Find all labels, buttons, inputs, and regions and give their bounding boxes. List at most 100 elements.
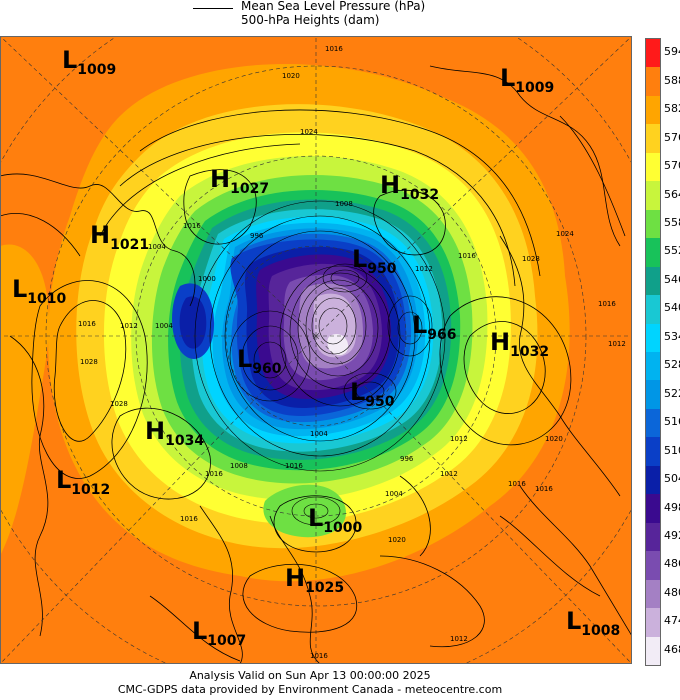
- pressure-center: L1000: [308, 504, 363, 536]
- isobar-label: 1016: [183, 222, 201, 230]
- colorbar-level-label: 528: [664, 358, 680, 372]
- colorbar-cell: [646, 437, 660, 467]
- shade-legend-label: 500-hPa Heights (dam): [241, 13, 380, 27]
- pressure-center: H1025: [285, 564, 345, 596]
- vortex-isobars: [194, 200, 446, 526]
- pressure-center: H1027: [210, 165, 270, 197]
- colorbar-cell: [646, 238, 660, 268]
- colorbar-level-label: 558: [664, 215, 680, 229]
- colorbar-cell: [646, 408, 660, 438]
- isobar-label: 1016: [508, 480, 526, 488]
- colorbar-level-label: 468: [664, 642, 680, 656]
- pressure-center: L1007: [192, 617, 247, 649]
- isobar-label: 1016: [458, 252, 476, 260]
- isobars: [0, 109, 626, 662]
- colorbar-cell: [646, 295, 660, 325]
- isobar-label: 1000: [198, 275, 216, 283]
- isobar-label: 1004: [155, 322, 173, 330]
- coastlines: [0, 65, 632, 664]
- isobar-label: 1004: [148, 243, 166, 251]
- pressure-center: H1032: [490, 328, 550, 360]
- pressure-center: L950: [352, 245, 397, 277]
- isobar-label: 1020: [545, 435, 563, 443]
- isobar-label: 1012: [440, 470, 458, 478]
- colorbar-level-label: 588: [664, 73, 680, 87]
- header-legend: Mean Sea Level Pressure (hPa) 500-hPa He…: [0, 0, 680, 36]
- pressure-center: L1009: [62, 46, 117, 78]
- colorbar-cell: [646, 266, 660, 296]
- pressure-center: H1032: [380, 171, 440, 203]
- colorbar-level-label: 564: [664, 187, 680, 201]
- line-legend-label: Mean Sea Level Pressure (hPa): [241, 0, 426, 13]
- colorbar-cell: [646, 323, 660, 353]
- isobar-label: 1012: [450, 635, 468, 643]
- valid-time-label: Analysis Valid on Sun Apr 13 00:00:00 20…: [189, 669, 431, 682]
- isobar-label: 1028: [80, 358, 98, 366]
- pressure-center: H1034: [145, 417, 205, 449]
- colorbar-cell: [646, 95, 660, 125]
- pressure-center: L1010: [12, 275, 67, 307]
- colorbar-level-label: 540: [664, 301, 680, 315]
- colorbar-cell: [646, 494, 660, 524]
- pressure-center: H1021: [90, 221, 150, 253]
- isobar-label: 1012: [120, 322, 138, 330]
- isobar-label: 1012: [450, 435, 468, 443]
- height-field-svg: 1016 1020 1024 1016 996 1008 1016 1012 1…: [0, 36, 632, 664]
- isobar-label: 1016: [180, 515, 198, 523]
- colorbar-level-label: 594: [664, 45, 680, 59]
- isobar-line-sample: [193, 8, 233, 9]
- isobar-label: 1016: [285, 462, 303, 470]
- colorbar-level-label: 570: [664, 159, 680, 173]
- isobar-label: 1016: [325, 45, 343, 53]
- map-panel[interactable]: 1016 1020 1024 1016 996 1008 1016 1012 1…: [0, 36, 632, 664]
- pressure-center: L1012: [56, 466, 111, 498]
- isobar-label: 1008: [335, 200, 353, 208]
- isobar-value-labels: 1016 1020 1024 1016 996 1008 1016 1012 1…: [78, 45, 626, 660]
- pressure-center: L966: [412, 311, 457, 343]
- isobar-label: 1008: [230, 462, 248, 470]
- colorbar-cell: [646, 181, 660, 211]
- footer: Analysis Valid on Sun Apr 13 00:00:00 20…: [0, 669, 680, 697]
- pressure-center: L960: [237, 345, 282, 377]
- isobar-label: 1020: [388, 536, 406, 544]
- colorbar-cell: [646, 39, 660, 68]
- data-credit-label: CMC-GDPS data provided by Environment Ca…: [117, 683, 503, 696]
- colorbar-cell: [646, 352, 660, 381]
- height-colorbar: [645, 38, 661, 666]
- colorbar-level-label: 522: [664, 386, 680, 400]
- colorbar-level-label: 534: [664, 329, 680, 343]
- colorbar-cell: [646, 380, 660, 410]
- isobar-label: 1016: [78, 320, 96, 328]
- latitude-circles: [0, 36, 632, 664]
- isobar-label: 1024: [300, 128, 318, 136]
- isobar-label: 996: [400, 455, 414, 463]
- colorbar-cell: [646, 152, 660, 182]
- colorbar-cell: [646, 209, 660, 239]
- colorbar-cell: [646, 551, 660, 581]
- colorbar-level-label: 480: [664, 585, 680, 599]
- colorbar-cell: [646, 124, 660, 154]
- isobar-label: 1016: [310, 652, 328, 660]
- colorbar-cell: [646, 579, 660, 609]
- isobar-label: 1028: [110, 400, 128, 408]
- colorbar-cell: [646, 465, 660, 495]
- isobar-label: 1004: [310, 430, 328, 438]
- isobar-label: 1024: [556, 230, 574, 238]
- band-468: [327, 333, 349, 356]
- colorbar-cell: [646, 67, 660, 97]
- colorbar-cell: [646, 636, 660, 666]
- isobar-label: 1012: [415, 265, 433, 273]
- isobar-label: 1020: [282, 72, 300, 80]
- colorbar-level-label: 504: [664, 472, 680, 486]
- colorbar-level-label: 546: [664, 272, 680, 286]
- colorbar-level-label: 486: [664, 557, 680, 571]
- pressure-center: L1009: [500, 64, 555, 96]
- colorbar-level-label: 510: [664, 443, 680, 457]
- map-frame: [0, 36, 632, 664]
- colorbar-cell: [646, 522, 660, 552]
- colorbar-cell: [646, 608, 660, 638]
- colorbar-level-label: 576: [664, 130, 680, 144]
- isobar-label: 1012: [608, 340, 626, 348]
- colorbar-level-label: 474: [664, 614, 680, 628]
- isobar-label: 996: [250, 232, 264, 240]
